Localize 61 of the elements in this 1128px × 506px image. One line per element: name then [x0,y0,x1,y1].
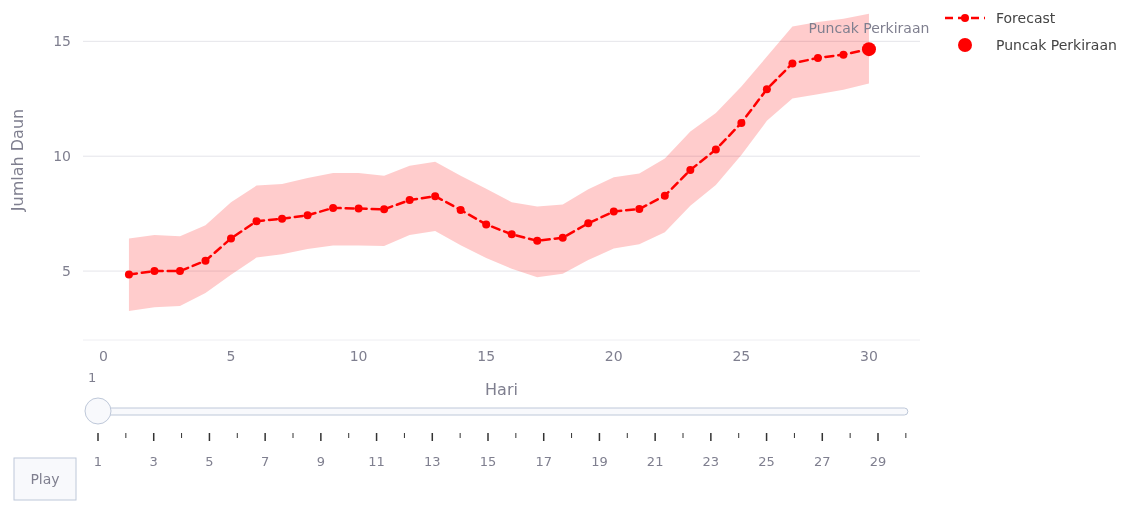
x2-tick-label: 1 [93,454,103,469]
point [813,53,822,62]
text: 1 [88,370,97,385]
y-tick-label: 15 [53,33,71,50]
point [839,50,848,59]
x-tick-label: 15 [477,348,496,364]
legend-label: Forecast [996,9,1056,26]
point [150,267,159,276]
point [507,230,516,239]
x2-tick-label: 19 [591,454,608,469]
x2-tick-label: 11 [368,454,385,469]
point [609,207,618,216]
point [380,205,389,214]
point [124,270,133,279]
point [175,267,184,276]
y-tick-label: 5 [62,262,71,279]
point [303,211,312,220]
x2-tick-label: 7 [261,454,270,469]
x-tick-label: 10 [349,348,368,364]
point [405,196,414,205]
x2-tick-label: 29 [869,454,887,469]
x2-tick-label: 13 [424,454,441,469]
x-tick-label: 30 [860,348,878,364]
x2-tick-label: 3 [149,454,158,469]
x-tick-label: 5 [226,348,236,364]
point [252,217,261,226]
annotation: Puncak Perkiraan [808,20,930,37]
x2-tick-label: 15 [479,454,497,469]
point [431,192,440,201]
point [635,205,644,214]
point [482,220,491,229]
point [762,85,771,94]
point [788,59,797,68]
y-tick-label: 10 [53,148,71,165]
x2-tick-label: 23 [702,454,720,469]
point [686,166,695,174]
point [533,236,542,245]
point [227,234,236,243]
legend-label: Puncak Perkiraan [996,36,1117,53]
point [329,203,338,212]
y-axis-title: Jumlah Daun [8,108,27,213]
point [456,205,465,214]
point [354,204,363,213]
x2-tick-label: 5 [205,454,214,469]
point [584,219,593,228]
x2-tick-label: 17 [535,454,552,469]
x2-tick-label: 25 [758,454,775,469]
x2-tick-label: 9 [316,454,325,469]
point [558,233,567,242]
x2-tick-label: 27 [814,454,831,469]
point [737,118,746,127]
x-tick-label: 25 [732,348,751,364]
point [660,191,669,200]
play-button: Play [13,457,77,501]
x-tick-label: 0 [98,348,108,364]
x2-tick-label: 21 [646,454,664,469]
point [278,214,287,223]
x-axis-title: Hari [485,380,518,399]
point [711,145,720,154]
point [201,256,210,265]
x-tick-label: 20 [604,348,623,364]
